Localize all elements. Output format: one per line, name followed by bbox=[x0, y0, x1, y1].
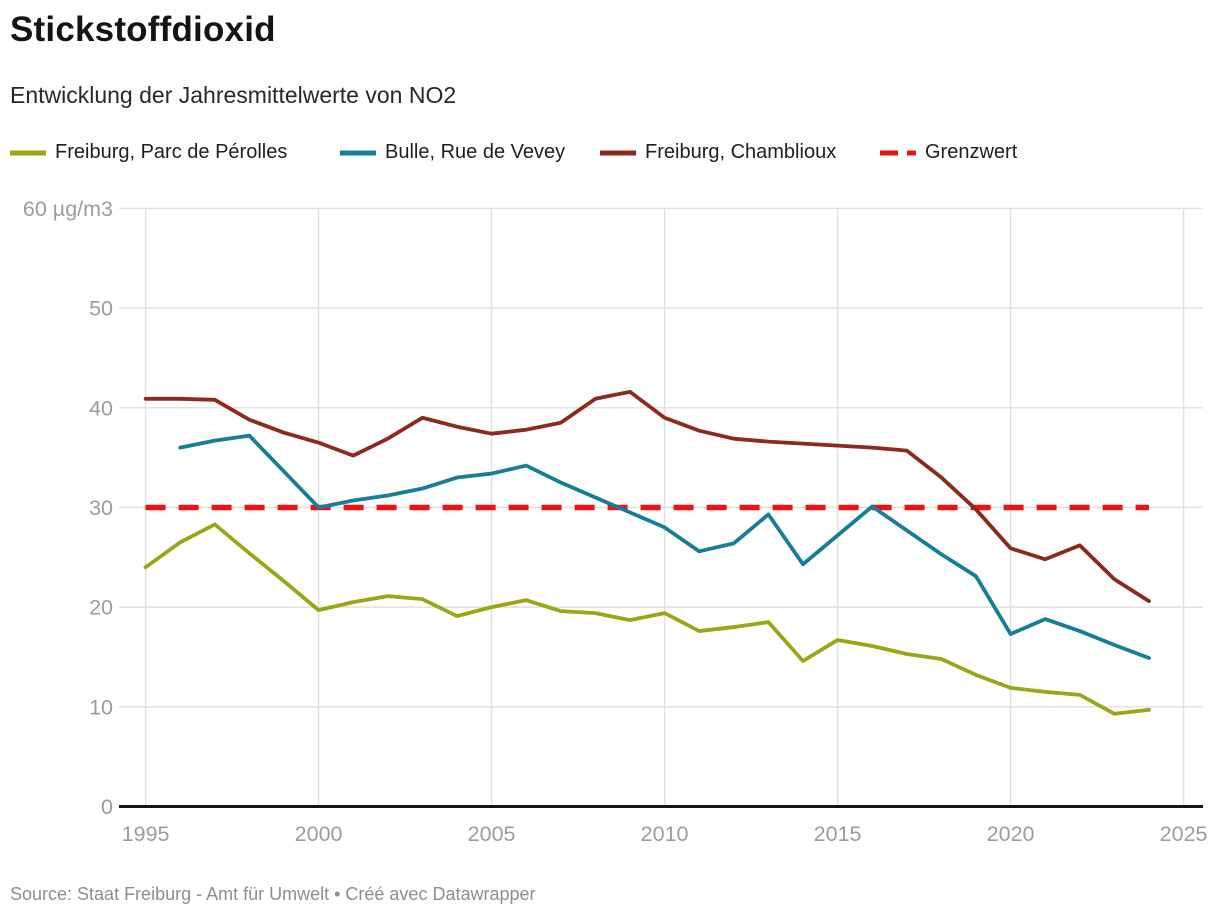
legend-label: Bulle, Rue de Vevey bbox=[385, 141, 566, 163]
legend-swatch-line bbox=[340, 150, 376, 155]
x-tick-label: 2000 bbox=[295, 822, 343, 846]
y-tick-label: 20 bbox=[89, 596, 113, 620]
y-tick-label: 10 bbox=[89, 695, 113, 719]
legend-item: Bulle, Rue de Vevey bbox=[340, 141, 565, 164]
horizontal-gridlines bbox=[119, 207, 1203, 708]
x-tick-labels: 1995 2000 2005 2010 2015 2020 2025 bbox=[122, 822, 1208, 846]
series-lines bbox=[143, 389, 1151, 716]
legend-swatch-line bbox=[600, 150, 636, 155]
legend-swatch-dashed-line bbox=[880, 150, 916, 155]
series-line-freiburg-parc-de-p-rolles bbox=[143, 522, 1151, 716]
source-line: Source: Staat Freiburg - Amt für Umwelt … bbox=[10, 884, 536, 904]
x-tick-label: 2005 bbox=[468, 822, 516, 846]
series-line-freiburg-chamblioux bbox=[143, 389, 1151, 604]
y-tick-labels: 0 10 20 30 40 50 60 µg/m3 bbox=[23, 197, 113, 819]
y-tick-label: 50 bbox=[89, 297, 113, 321]
legend-label: Freiburg, Chamblioux bbox=[645, 141, 837, 163]
y-tick-label: 60 µg/m3 bbox=[23, 197, 113, 221]
x-tick-label: 2015 bbox=[814, 822, 862, 846]
legend: Freiburg, Parc de Pérolles Bulle, Rue de … bbox=[0, 141, 1220, 167]
x-tick-label: 2025 bbox=[1160, 822, 1208, 846]
legend-swatch-line bbox=[10, 150, 46, 155]
legend-item: Freiburg, Parc de Pérolles bbox=[10, 141, 287, 164]
chart-title: Stickstoffdioxid bbox=[10, 10, 276, 49]
y-tick-label: 0 bbox=[101, 795, 113, 819]
legend-item: Freiburg, Chamblioux bbox=[600, 141, 836, 164]
chart-subtitle: Entwicklung der Jahresmittelwerte von NO… bbox=[10, 82, 457, 108]
legend-label: Freiburg, Parc de Pérolles bbox=[55, 141, 288, 163]
x-tick-label: 2020 bbox=[987, 822, 1035, 846]
x-tick-label: 2010 bbox=[641, 822, 689, 846]
series-line-bulle-rue-de-vevey bbox=[178, 433, 1151, 660]
legend-item: Grenzwert bbox=[880, 141, 1017, 164]
legend-label: Grenzwert bbox=[925, 141, 1018, 163]
x-tick-label: 1995 bbox=[122, 822, 170, 846]
y-tick-label: 30 bbox=[89, 496, 113, 520]
y-tick-label: 40 bbox=[89, 396, 113, 420]
